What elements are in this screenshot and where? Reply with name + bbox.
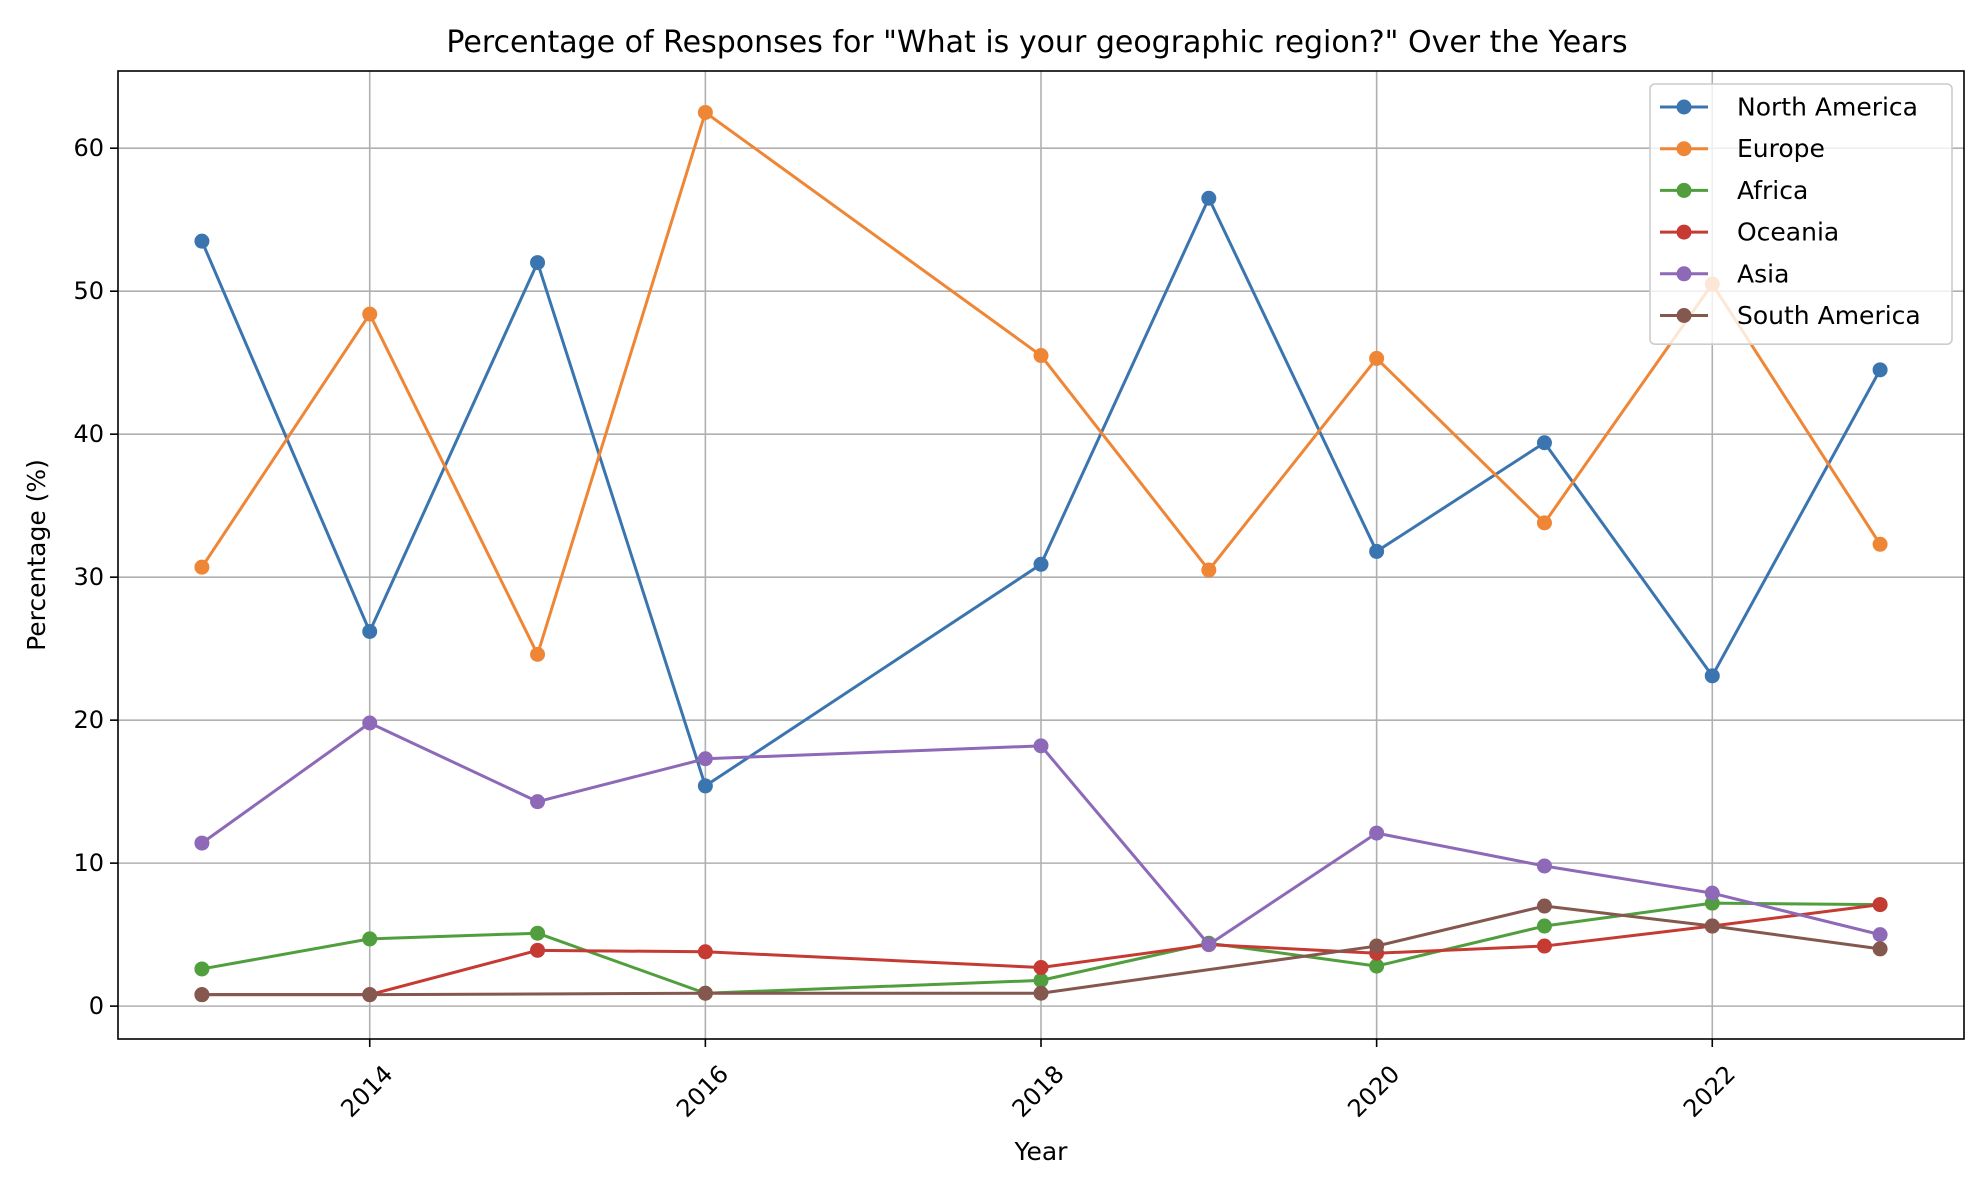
y-axis-label: Percentage (%) xyxy=(22,459,51,651)
data-point-europe xyxy=(1201,562,1217,578)
data-point-europe xyxy=(194,559,210,575)
data-point-asia xyxy=(1033,738,1049,754)
data-point-europe xyxy=(1536,515,1552,531)
series-south-america xyxy=(194,898,1888,1003)
data-point-asia xyxy=(697,751,713,767)
data-point-south-america xyxy=(697,985,713,1001)
y-tick-label: 0 xyxy=(89,992,104,1020)
series-line-asia xyxy=(201,721,1881,947)
series-north-america xyxy=(194,190,1888,794)
series-line-europe xyxy=(200,110,1882,656)
legend-label: Oceania xyxy=(1737,218,1839,247)
x-axis-label: Year xyxy=(1014,1137,1069,1166)
data-point-north-america xyxy=(1033,556,1049,572)
series-layer xyxy=(194,104,1888,1003)
data-point-europe xyxy=(1872,536,1888,552)
series-line-oceania xyxy=(201,903,1881,997)
data-point-asia xyxy=(194,835,210,851)
data-point-north-america xyxy=(1704,668,1720,684)
data-point-europe xyxy=(1033,348,1049,364)
legend-marker xyxy=(1676,308,1692,323)
legend-label: Africa xyxy=(1737,176,1808,205)
data-point-africa xyxy=(1536,918,1552,934)
data-point-europe xyxy=(697,104,713,120)
data-point-asia xyxy=(1201,937,1217,953)
data-point-asia xyxy=(1872,927,1888,943)
legend-item-asia: Asia xyxy=(1660,259,1789,288)
data-point-north-america xyxy=(530,255,546,271)
series-asia xyxy=(194,715,1888,953)
series-line-north-america xyxy=(200,196,1882,788)
data-point-europe xyxy=(362,306,378,322)
data-point-north-america xyxy=(1872,362,1888,378)
data-point-europe xyxy=(530,646,546,662)
legend-marker xyxy=(1676,141,1692,157)
y-tick-label: 10 xyxy=(73,849,104,877)
y-tick-label: 40 xyxy=(73,420,104,448)
data-point-south-america xyxy=(1704,918,1720,934)
data-point-africa xyxy=(362,931,378,947)
legend-label: Asia xyxy=(1737,259,1789,288)
legend-marker xyxy=(1676,266,1692,282)
data-point-south-america xyxy=(1536,898,1552,914)
y-tick-label: 20 xyxy=(73,706,104,734)
data-point-south-america xyxy=(362,987,378,1003)
data-point-asia xyxy=(1369,825,1385,841)
data-point-oceania xyxy=(697,944,713,960)
legend-item-north-america: North America xyxy=(1660,93,1918,122)
data-point-south-america xyxy=(194,987,210,1003)
chart-title: Percentage of Responses for "What is you… xyxy=(446,25,1627,60)
legend-label: South America xyxy=(1737,301,1921,330)
legend: North America Europe Africa Oceania Asia Sout… xyxy=(1649,83,1953,346)
legend-item-south-america: South America xyxy=(1660,301,1921,330)
legend-label: Europe xyxy=(1737,134,1825,163)
data-point-oceania xyxy=(1872,897,1888,913)
y-tick-label: 30 xyxy=(73,563,104,591)
data-point-africa xyxy=(1033,972,1049,988)
data-point-africa xyxy=(530,925,546,941)
legend-item-oceania: Oceania xyxy=(1660,218,1839,247)
legend-marker xyxy=(1676,224,1692,240)
data-point-asia xyxy=(1536,858,1552,874)
data-point-oceania xyxy=(530,942,546,958)
data-point-north-america xyxy=(194,233,210,249)
data-point-europe xyxy=(1369,350,1385,366)
legend-marker xyxy=(1676,99,1692,115)
y-tick-label: 50 xyxy=(73,277,104,305)
data-point-north-america xyxy=(362,623,378,639)
data-point-south-america xyxy=(1033,985,1049,1001)
series-europe xyxy=(194,104,1888,662)
data-point-africa xyxy=(194,961,210,977)
data-point-asia xyxy=(530,794,546,810)
data-point-asia xyxy=(1704,885,1720,901)
data-point-north-america xyxy=(697,778,713,794)
data-point-asia xyxy=(362,715,378,731)
y-axis: 0 10 20 30 40 50 60 xyxy=(73,134,118,1020)
data-point-south-america xyxy=(1369,938,1385,954)
y-tick-label: 60 xyxy=(73,134,104,162)
data-point-oceania xyxy=(1536,938,1552,954)
legend-item-europe: Europe xyxy=(1660,134,1825,163)
legend-marker xyxy=(1676,182,1692,198)
data-point-north-america xyxy=(1201,190,1217,206)
legend-label: North America xyxy=(1737,93,1918,122)
data-point-north-america xyxy=(1369,543,1385,559)
data-point-south-america xyxy=(1872,941,1888,957)
legend-box xyxy=(1649,83,1953,346)
data-point-north-america xyxy=(1536,435,1552,451)
legend-item-africa: Africa xyxy=(1660,176,1808,205)
data-point-oceania xyxy=(1033,960,1049,976)
data-point-africa xyxy=(1369,958,1385,974)
series-line-south-america xyxy=(201,904,1881,997)
